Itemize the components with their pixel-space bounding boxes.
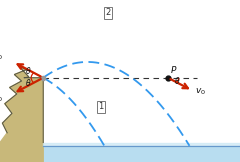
Text: $P$: $P$: [170, 64, 178, 75]
Text: $v_0$: $v_0$: [0, 93, 3, 104]
Text: $\theta$: $\theta$: [174, 75, 180, 86]
Text: $\theta$: $\theta$: [25, 76, 32, 87]
Text: $v_0$: $v_0$: [195, 87, 206, 97]
Text: 2: 2: [105, 8, 111, 17]
Polygon shape: [43, 146, 240, 162]
Text: 1: 1: [98, 102, 103, 111]
Polygon shape: [0, 66, 43, 162]
Text: $\theta$: $\theta$: [25, 65, 32, 76]
Text: $v_0$: $v_0$: [0, 52, 3, 62]
